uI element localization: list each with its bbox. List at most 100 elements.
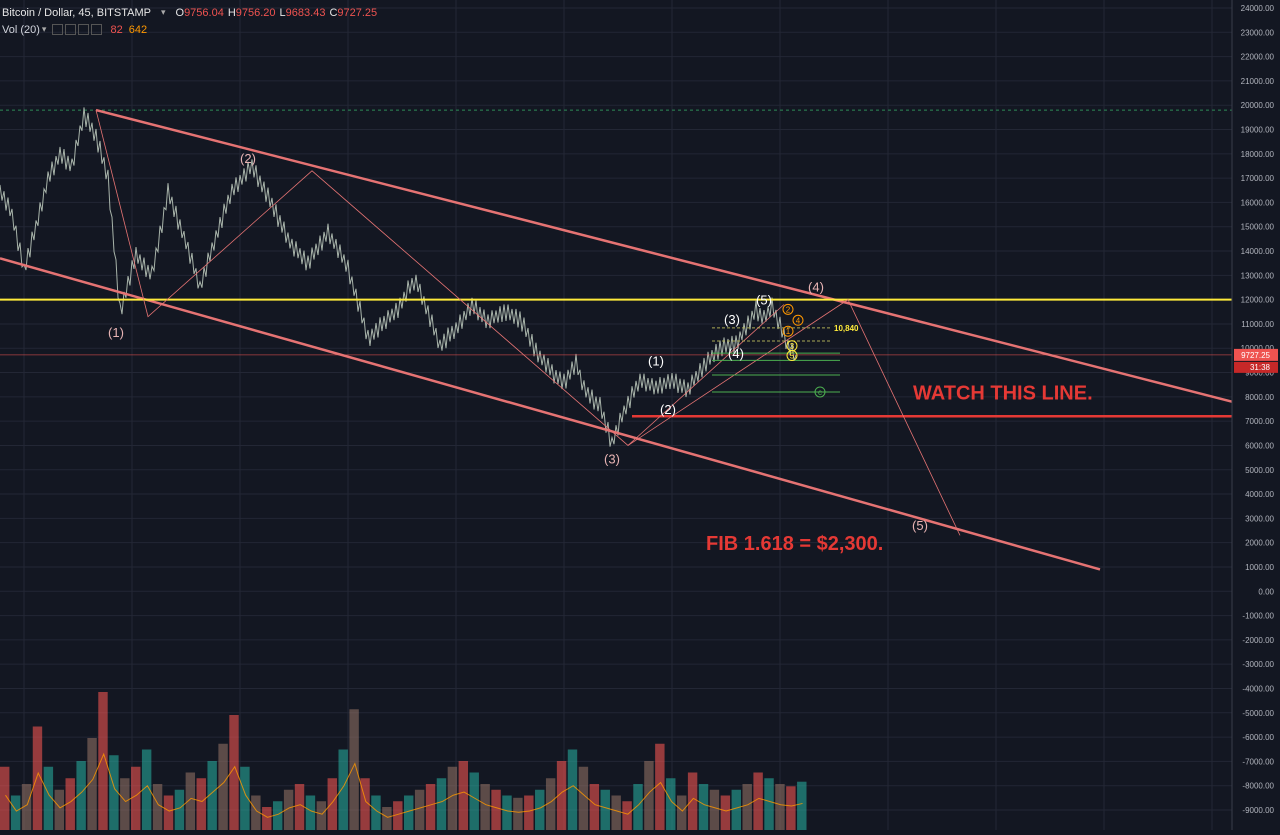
micro-wave-circle <box>782 325 794 337</box>
volume-bar <box>174 789 185 830</box>
volume-bar <box>633 784 643 830</box>
volume-value: 82 <box>110 23 123 36</box>
axis-tick-label: 17000.00 <box>1241 174 1275 183</box>
volume-bar <box>425 784 436 830</box>
axis-tick-label: 13000.00 <box>1241 271 1275 280</box>
micro-wave-circle <box>814 386 826 398</box>
watch-annotation: WATCH THIS LINE. <box>913 382 1093 404</box>
micro-wave-label: 2 <box>786 305 791 314</box>
volume-bar <box>709 789 720 830</box>
volume-bar <box>753 772 763 830</box>
volume-bar <box>382 807 392 830</box>
axis-tick-label: 21000.00 <box>1241 77 1275 86</box>
volume-bar <box>371 795 381 830</box>
axis-tick-label: -5000.00 <box>1242 709 1274 718</box>
volume-bar <box>578 766 589 830</box>
volume-bar <box>76 761 86 830</box>
axis-tick-label: -1000.00 <box>1242 612 1274 621</box>
big-wave-label: (3) <box>604 451 620 466</box>
volume-bar <box>251 795 261 830</box>
volume-bar <box>589 784 600 830</box>
volume-bar <box>775 784 785 830</box>
volume-bar <box>404 795 414 830</box>
axis-tick-label: 14000.00 <box>1241 247 1275 256</box>
volume-indicator-label[interactable]: Vol (20) <box>2 23 40 36</box>
volume-bar <box>218 743 228 830</box>
open-label: O <box>175 6 185 19</box>
chevron-down-icon[interactable]: ▾ <box>41 24 47 34</box>
volume-bar <box>240 766 250 830</box>
axis-tick-label: 7000.00 <box>1245 417 1274 426</box>
small-wave-label: (1) <box>648 353 664 368</box>
volume-bar <box>480 784 490 830</box>
more-icon[interactable] <box>91 24 103 35</box>
small-wave-label: (3) <box>724 312 740 327</box>
symbol-title[interactable]: Bitcoin / Dollar, 45, BITSTAMP <box>2 6 151 19</box>
axis-tick-label: -7000.00 <box>1242 757 1274 766</box>
price-line <box>0 107 797 447</box>
volume-bar <box>469 772 479 830</box>
high-value: 9756.20 <box>235 6 276 19</box>
volume-bar <box>360 778 370 830</box>
open-value: 9756.04 <box>184 6 224 19</box>
axis-tick-label: 23000.00 <box>1241 28 1275 37</box>
fib-annotation: FIB 1.618 = $2,300. <box>706 533 883 555</box>
small-wave-label: (2) <box>660 402 676 417</box>
volume-bar <box>316 801 327 830</box>
volume-bar <box>742 784 752 830</box>
close-icon[interactable] <box>78 24 90 35</box>
volume-bar <box>600 789 610 830</box>
volume-bar <box>272 801 283 830</box>
volume-bar <box>120 778 130 830</box>
micro-wave-label: 3 <box>790 342 795 351</box>
micro-wave-circle <box>786 350 798 362</box>
volume-bar <box>676 795 687 830</box>
axis-tick-label: 19000.00 <box>1241 126 1275 135</box>
countdown-badge <box>1234 361 1278 373</box>
micro-wave-label: 5 <box>790 352 795 361</box>
big-wave-label: (5) <box>912 518 928 533</box>
volume-bar <box>43 766 54 830</box>
micro-wave-label: 4 <box>796 316 801 325</box>
axis-tick-label: 8000.00 <box>1245 393 1274 402</box>
volume-bar <box>524 795 534 830</box>
axis-tick-label: 18000.00 <box>1241 150 1275 159</box>
fib-level-label: 10,840 <box>834 324 859 333</box>
volume-bar <box>229 715 239 830</box>
volume-bar <box>786 786 796 830</box>
axis-tick-label: 5000.00 <box>1245 466 1274 475</box>
volume-bar <box>458 761 469 830</box>
volume-bar <box>283 789 294 830</box>
lower-channel-line <box>0 257 1101 571</box>
axis-tick-label: -8000.00 <box>1242 782 1274 791</box>
big-wave-label: (4) <box>808 280 824 295</box>
volume-bar <box>393 801 403 830</box>
volume-ma-line <box>5 752 803 818</box>
last-price-label: 9727.25 <box>1241 351 1270 360</box>
last-price-badge <box>1234 348 1278 361</box>
axis-tick-label: 10000.00 <box>1241 344 1275 353</box>
eye-icon[interactable] <box>52 24 64 35</box>
axis-tick-label: -2000.00 <box>1242 636 1274 645</box>
volume-bar <box>141 749 152 830</box>
volume-bar <box>109 755 119 830</box>
axis-tick-label: -9000.00 <box>1242 806 1274 815</box>
volume-bar <box>687 772 698 830</box>
volume-bar <box>65 778 75 830</box>
settings-icon[interactable] <box>65 24 77 35</box>
volume-bar <box>21 784 32 830</box>
axis-tick-label: 6000.00 <box>1245 441 1274 450</box>
axis-tick-label: 9000.00 <box>1245 369 1274 378</box>
volume-bar <box>196 778 206 830</box>
volume-bar <box>98 692 108 830</box>
volume-bar <box>731 789 741 830</box>
volume-ma-value: 642 <box>128 23 148 36</box>
low-label: L <box>279 6 286 19</box>
low-value: 9683.43 <box>285 6 326 19</box>
small-wave-label: (5) <box>756 292 772 307</box>
axis-tick-label: 12000.00 <box>1241 296 1275 305</box>
upper-channel-line <box>95 108 1233 403</box>
chevron-down-icon[interactable]: ▾ <box>160 7 166 17</box>
